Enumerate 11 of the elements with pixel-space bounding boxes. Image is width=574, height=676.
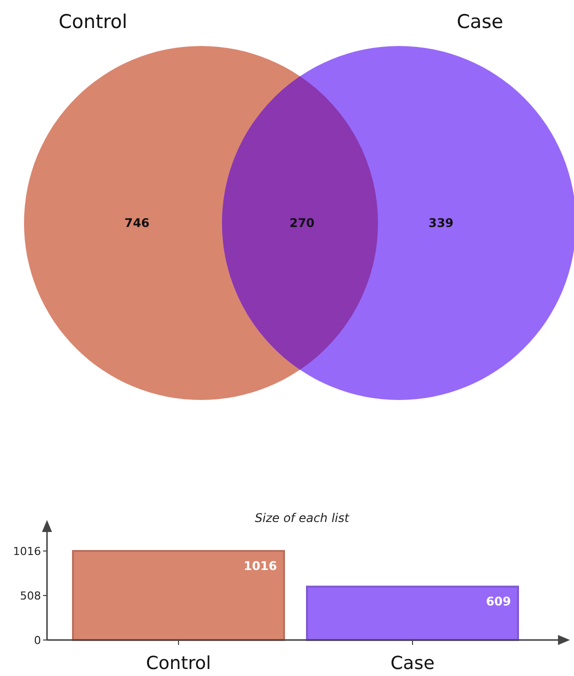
data-label: 609 xyxy=(486,594,511,609)
data-label: 1016 xyxy=(244,559,277,573)
y-tick-label: 508 xyxy=(20,590,41,602)
category-label: Case xyxy=(456,11,504,33)
data-label: 270 xyxy=(289,216,315,230)
chart-title: Size of each list xyxy=(254,511,350,525)
y-tick-label: 0 xyxy=(34,634,41,647)
category-label: Control xyxy=(58,11,128,33)
y-tick-label: 1016 xyxy=(13,545,41,558)
data-label: 746 xyxy=(124,216,150,230)
data-label: 339 xyxy=(428,216,454,230)
